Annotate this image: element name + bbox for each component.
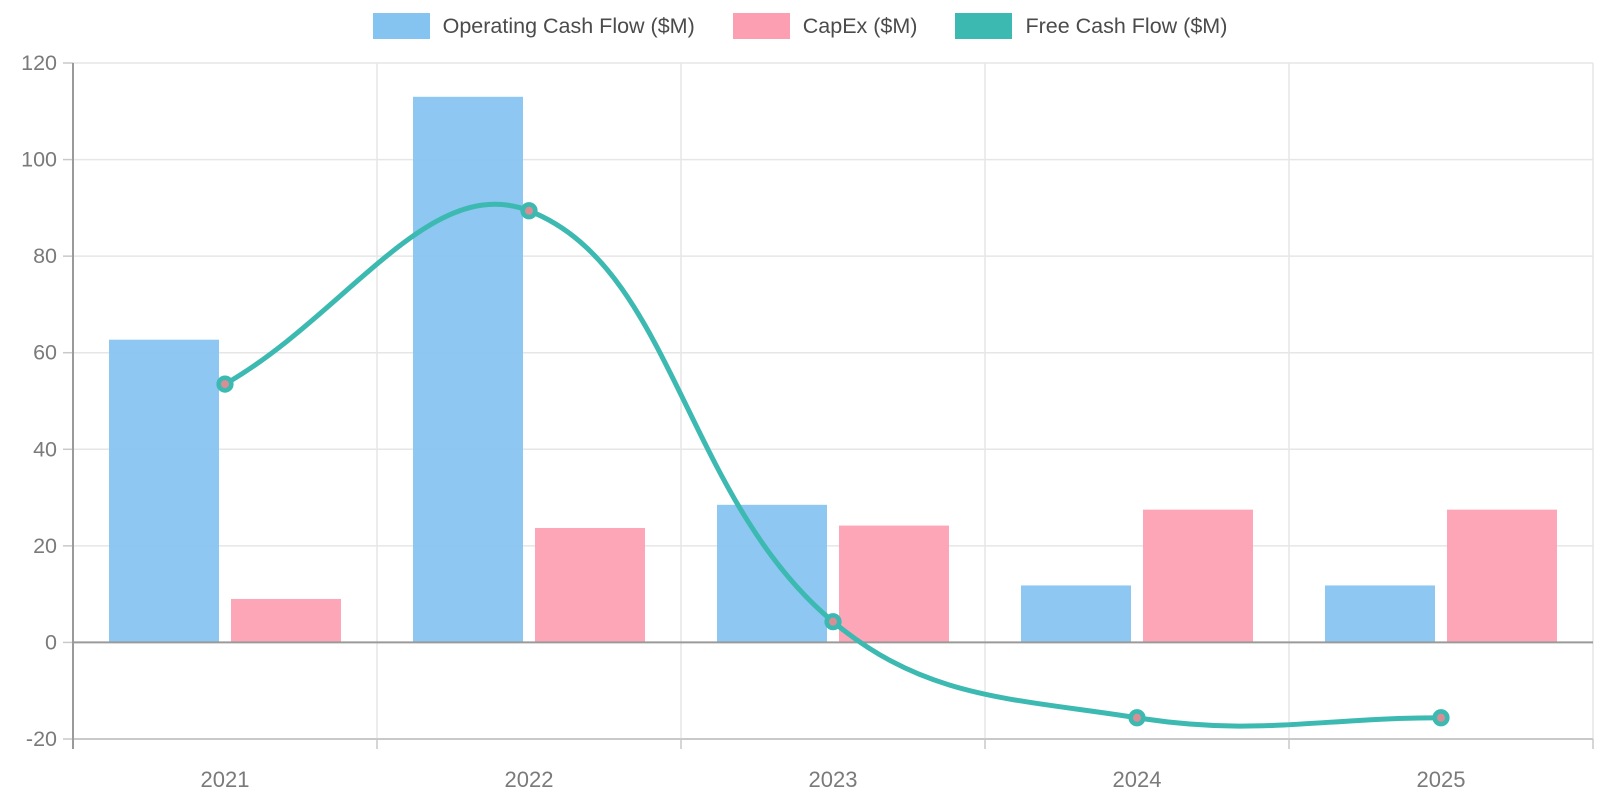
legend-item-operating_cash_flow[interactable]: Operating Cash Flow ($M) [372,13,695,39]
y-tick-label-60: 60 [33,341,57,365]
bar-operating_cash_flow-2021[interactable] [109,339,219,643]
point-free_cash_flow-2025[interactable] [1432,709,1450,727]
x-tick-label-2022: 2022 [505,767,554,792]
chart-legend: Operating Cash Flow ($M) CapEx ($M) Free C… [0,13,1600,39]
legend-label-capex: CapEx ($M) [802,13,918,38]
x-tick-label-2025: 2025 [1417,767,1466,792]
bar-operating_cash_flow-2022[interactable] [413,96,523,643]
legend-item-capex[interactable]: CapEx ($M) [732,13,918,39]
y-tick-label-20: 20 [33,534,57,558]
bar-capex-2022[interactable] [535,527,645,643]
legend-item-free_cash_flow[interactable]: Free Cash Flow ($M) [955,13,1227,39]
y-tick-label-100: 100 [21,148,57,172]
bar-capex-2024[interactable] [1143,509,1253,643]
bar-operating_cash_flow-2024[interactable] [1021,585,1131,643]
point-free_cash_flow-2023[interactable] [824,613,842,631]
y-tick-label-0: 0 [45,630,57,654]
x-tick-label-2021: 2021 [201,767,250,792]
bar-capex-2021[interactable] [231,598,341,643]
line-free_cash_flow [222,201,1444,729]
point-free_cash_flow-2024[interactable] [1128,709,1146,727]
legend-swatch-capex [732,13,790,39]
bar-operating_cash_flow-2025[interactable] [1325,585,1435,643]
y-tick-label-80: 80 [33,244,57,268]
legend-label-operating_cash_flow: Operating Cash Flow ($M) [442,13,695,38]
x-tick-label-2023: 2023 [809,767,858,792]
y-tick-label-40: 40 [33,437,57,461]
legend-swatch-free_cash_flow [955,13,1013,39]
x-tick-label-2024: 2024 [1113,767,1162,792]
point-free_cash_flow-2022[interactable] [520,202,538,220]
legend-swatch-operating_cash_flow [372,13,430,39]
bar-capex-2023[interactable] [839,525,949,643]
y-tick-label--20: -20 [26,727,57,751]
y-tick-label-120: 120 [21,51,57,75]
point-free_cash_flow-2021[interactable] [216,375,234,393]
bar-capex-2025[interactable] [1447,509,1557,643]
bar-operating_cash_flow-2023[interactable] [717,504,827,643]
legend-label-free_cash_flow: Free Cash Flow ($M) [1025,13,1228,38]
